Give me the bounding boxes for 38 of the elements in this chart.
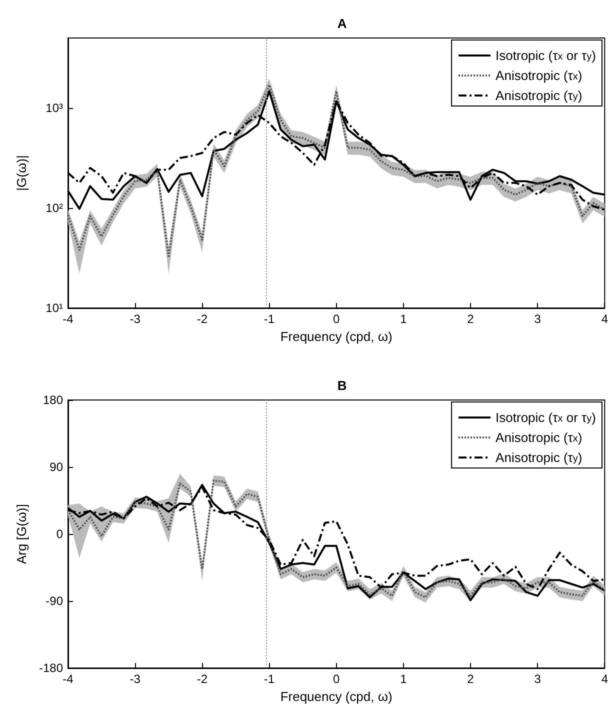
y-tick-label: 10¹ <box>46 301 64 315</box>
legend-label: Anisotropic (τy) <box>496 450 582 465</box>
legend-label: Isotropic (τx or τy) <box>496 410 596 425</box>
legend-label: Isotropic (τx or τy) <box>496 48 596 63</box>
x-tick-label: 0 <box>332 672 340 686</box>
chart-title: B <box>337 378 347 393</box>
y-tick-label: 180 <box>42 393 64 407</box>
y-axis-title: Arg [G(ω)] <box>14 504 29 564</box>
x-tick-label: -3 <box>130 312 141 326</box>
legend-label: Anisotropic (τy) <box>496 88 582 103</box>
x-tick-label: -3 <box>130 672 141 686</box>
x-tick-label: -1 <box>264 672 275 686</box>
x-tick-label: -2 <box>196 312 208 326</box>
y-tick-label: 10² <box>46 200 64 215</box>
x-tick-label: -4 <box>62 312 74 326</box>
x-tick-label: 3 <box>534 672 542 686</box>
x-tick-label: 1 <box>400 312 408 326</box>
x-tick-label: 1 <box>400 672 408 686</box>
chart-title: A <box>337 16 348 31</box>
x-tick-label: 3 <box>534 312 542 326</box>
y-tick-label: 90 <box>50 460 64 474</box>
x-tick-label: 0 <box>332 312 340 326</box>
x-tick-label: 4 <box>601 312 608 326</box>
legend-label: Anisotropic (τx) <box>496 68 582 83</box>
x-tick-label: -4 <box>62 672 74 686</box>
x-tick-label: 2 <box>467 312 474 326</box>
x-axis-title: Frequency (cpd, ω) <box>280 689 392 704</box>
x-tick-label: 2 <box>467 672 474 686</box>
y-tick-label: 0 <box>56 527 64 541</box>
x-tick-label: 4 <box>601 672 608 686</box>
x-axis-title: Frequency (cpd, ω) <box>280 329 392 344</box>
y-tick-label: 10³ <box>46 100 64 115</box>
y-tick-label: -180 <box>38 661 64 675</box>
y-tick-label: -90 <box>46 594 64 608</box>
x-tick-label: -1 <box>264 312 275 326</box>
y-axis-title: |G(ω)| <box>14 155 29 191</box>
x-tick-label: -2 <box>196 672 208 686</box>
legend-label: Anisotropic (τx) <box>496 430 582 445</box>
